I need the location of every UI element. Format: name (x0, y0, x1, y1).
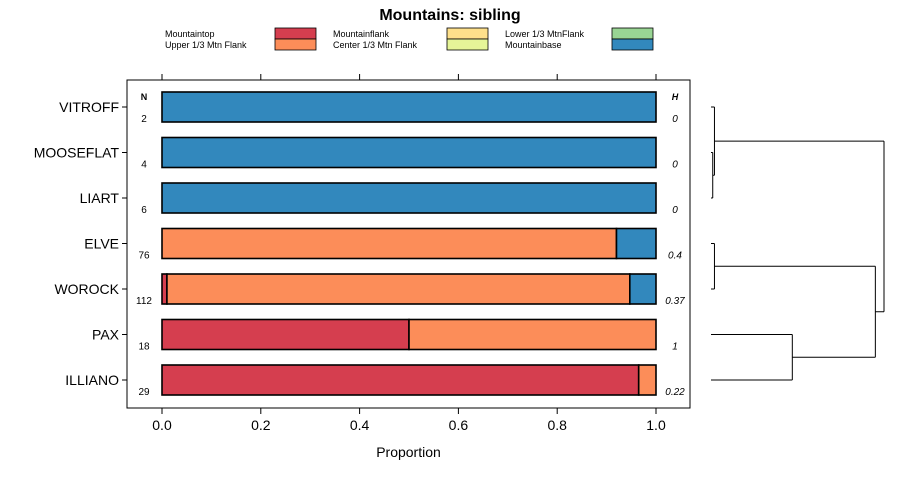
h-value: 0 (672, 160, 678, 171)
h-value: 0 (672, 114, 678, 125)
x-tick-label: 0.4 (350, 417, 370, 433)
h-header: H (672, 92, 679, 102)
legend-swatch (446, 27, 489, 40)
y-axis: VITROFF MOOSEFLAT LIART ELVE WOROCK PAX ILLIAN… (34, 99, 127, 388)
legend-swatch (611, 38, 654, 51)
x-axis: 0.0 0.2 0.4 0.6 0.8 1.0 (152, 74, 666, 433)
y-tick-label: ILLIANO (65, 372, 119, 388)
h-value: 1 (672, 342, 678, 353)
n-value: 76 (138, 251, 150, 262)
bar-segment (161, 182, 657, 214)
h-value: 0.37 (665, 296, 685, 307)
n-value: 6 (141, 205, 147, 216)
n-value: 4 (141, 160, 147, 171)
n-value: 29 (138, 387, 150, 398)
bar-segment (615, 227, 657, 260)
x-tick-label: 1.0 (646, 417, 666, 433)
bar-segment (161, 91, 657, 123)
chart-title: Mountains: sibling (379, 7, 520, 24)
bar-segment (161, 318, 410, 351)
bar-segment (408, 318, 657, 351)
legend-swatch (274, 38, 317, 51)
h-column: H 0 0 0 0.4 0.37 1 0.22 (665, 92, 685, 398)
legend-swatch (274, 27, 317, 40)
h-value: 0 (672, 205, 678, 216)
legend-label: Mountainbase (505, 40, 562, 50)
x-tick-label: 0.2 (251, 417, 271, 433)
y-tick-label: LIART (80, 190, 120, 206)
h-value: 0.4 (668, 251, 682, 262)
bar-segment (161, 364, 640, 396)
n-value: 18 (138, 342, 150, 353)
x-tick-label: 0.0 (152, 417, 172, 433)
h-value: 0.22 (665, 387, 685, 398)
legend-swatch (611, 27, 654, 40)
legend-label: Mountainflank (333, 29, 390, 39)
y-tick-label: MOOSEFLAT (34, 145, 120, 161)
y-tick-label: WOROCK (54, 281, 119, 297)
n-header: N (141, 92, 148, 102)
bar-segment (161, 227, 618, 260)
legend-label: Mountaintop (165, 29, 215, 39)
bar-segment (166, 273, 631, 305)
legend-swatch (446, 38, 489, 51)
y-tick-label: PAX (92, 327, 120, 343)
n-value: 112 (136, 296, 152, 307)
bar-segment (161, 136, 657, 169)
y-tick-label: VITROFF (59, 99, 119, 115)
bar-segment (637, 364, 657, 396)
y-tick-label: ELVE (84, 236, 119, 252)
x-axis-label: Proportion (376, 444, 441, 460)
legend-label: Lower 1/3 MtnFlank (505, 29, 585, 39)
n-value: 2 (141, 114, 147, 125)
bars (161, 91, 657, 396)
legend-label: Upper 1/3 Mtn Flank (165, 40, 247, 50)
legend-label: Center 1/3 Mtn Flank (333, 40, 418, 50)
x-tick-label: 0.8 (547, 417, 567, 433)
x-tick-label: 0.6 (449, 417, 469, 433)
bar-segment (629, 273, 657, 305)
n-column: N 2 4 6 76 112 18 29 (136, 92, 152, 398)
dendrogram (711, 106, 885, 381)
